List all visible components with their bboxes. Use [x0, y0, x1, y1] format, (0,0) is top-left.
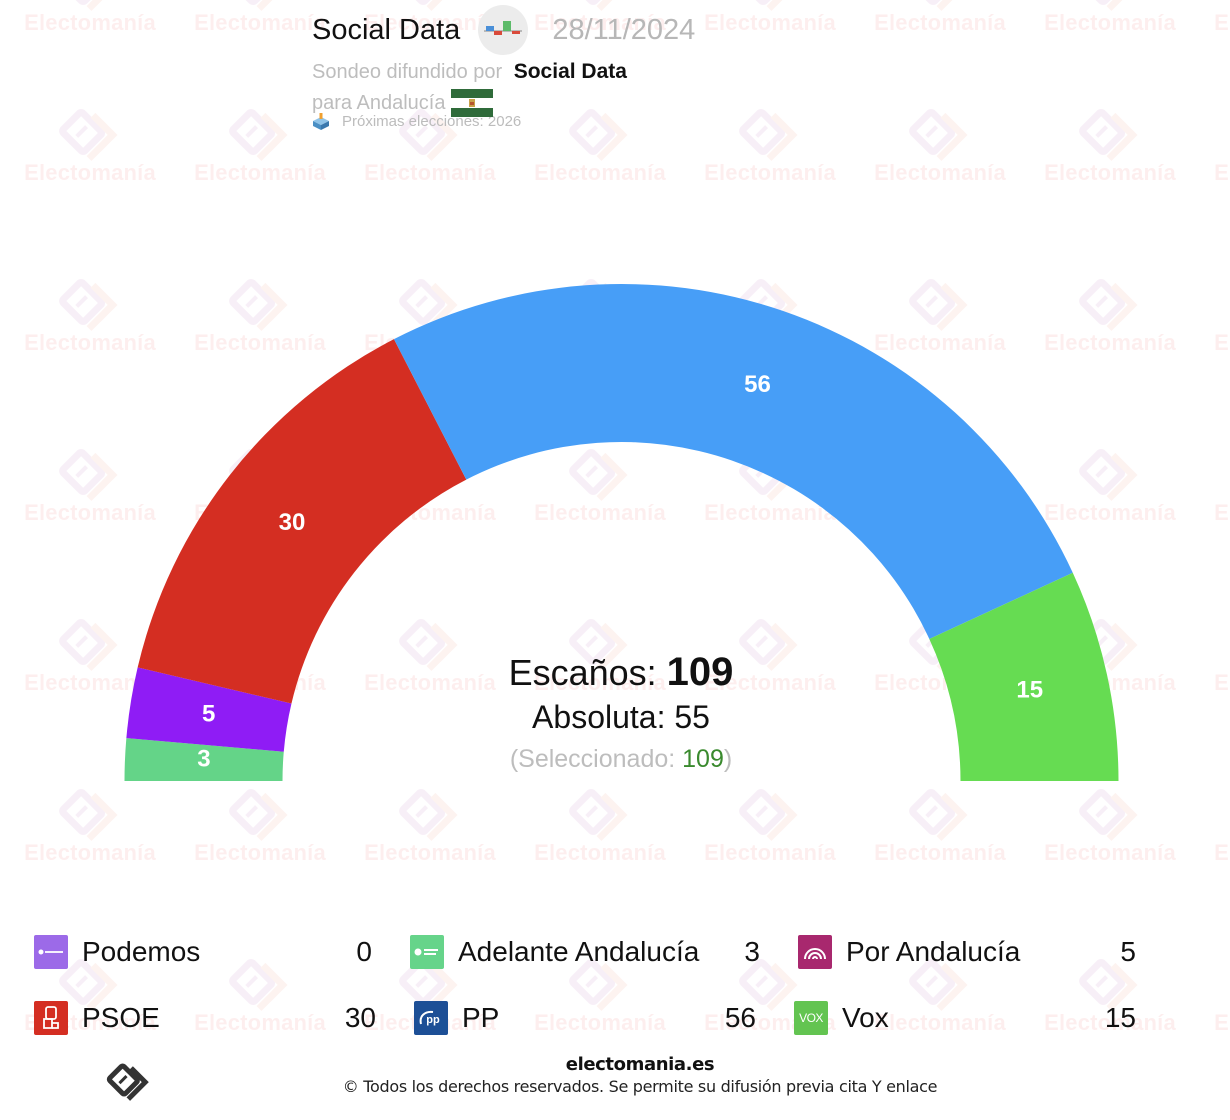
party-legend: Podemos 0 Adelante Andalucía 3 Por Andal…	[34, 934, 1174, 1066]
pollster-logo-icon	[478, 5, 529, 55]
byline-prefix: Sondeo difundido por	[312, 61, 503, 83]
segment-seat-label: 56	[744, 371, 771, 398]
byline-source: Social Data	[513, 60, 627, 83]
electomania-logo-icon	[106, 1058, 152, 1107]
adelante-andalucia-logo-icon	[410, 935, 444, 969]
footer-site[interactable]: electomania.es	[565, 1054, 715, 1075]
pp-logo-icon: pp	[414, 1001, 448, 1035]
ballot-box-icon	[313, 113, 329, 130]
segment-seat-label: 5	[202, 700, 215, 727]
segment-por-andalucia[interactable]	[126, 667, 292, 752]
segment-adelante-andalucia[interactable]	[124, 738, 284, 781]
region-text: para Andalucía	[312, 91, 446, 114]
legend-item-adelante-andalucia[interactable]: Adelante Andalucía 3	[410, 934, 798, 970]
seat-summary: Escaños: 109 Absoluta: 55 (Seleccionado:…	[421, 648, 821, 781]
segment-seat-label: 15	[1016, 677, 1043, 704]
svg-text:pp: pp	[426, 1014, 440, 1026]
andalucia-flag-icon	[451, 89, 494, 117]
next-elections: Próximas elecciones: 2026	[312, 112, 695, 130]
svg-text:VOX: VOX	[799, 1011, 823, 1025]
vox-logo-icon: VOX	[794, 1001, 828, 1035]
pollster-name: Social Data	[312, 13, 461, 46]
majority-label: Absoluta: 55	[532, 699, 710, 735]
psoe-logo-icon	[34, 1001, 68, 1035]
byline: Sondeo difundido por Social Data	[312, 60, 695, 84]
poll-date: 28/11/2024	[552, 13, 696, 46]
segment-psoe[interactable]	[137, 339, 467, 704]
legend-item-pp[interactable]: pp PP 56	[414, 1000, 794, 1036]
poll-header: Social Data 28/11/2024 Sondeo difundido …	[312, 5, 696, 130]
region-line: para Andalucía	[312, 88, 695, 118]
segment-seat-label: 3	[197, 745, 210, 772]
footer-copyright: © Todos los derechos reservados. Se perm…	[342, 1077, 938, 1096]
selected-seats: (Seleccionado: 109)	[509, 745, 733, 773]
total-seats: Escaños: 109	[508, 650, 734, 694]
segment-vox[interactable]	[929, 572, 1119, 781]
por-andalucia-logo-icon	[798, 935, 832, 969]
legend-row: Podemos 0 Adelante Andalucía 3 Por Andal…	[34, 934, 1174, 1000]
legend-item-por-andalucia[interactable]: Por Andalucía 5	[798, 934, 1174, 970]
next-elections-text: Próximas elecciones: 2026	[342, 112, 522, 130]
segment-pp[interactable]	[393, 284, 1073, 639]
legend-row: PSOE 30 pp PP 56 VOX Vox 15	[34, 1000, 1174, 1066]
segment-seat-label: 30	[279, 509, 306, 536]
legend-item-podemos[interactable]: Podemos 0	[34, 934, 410, 970]
footer: electomania.es © Todos los derechos rese…	[0, 1054, 1230, 1096]
total-seats-value: 109	[666, 650, 734, 694]
legend-item-psoe[interactable]: PSOE 30	[34, 1000, 414, 1036]
legend-item-vox[interactable]: VOX Vox 15	[794, 1000, 1174, 1036]
selected-seats-value: 109	[682, 745, 724, 773]
podemos-logo-icon	[34, 935, 68, 969]
